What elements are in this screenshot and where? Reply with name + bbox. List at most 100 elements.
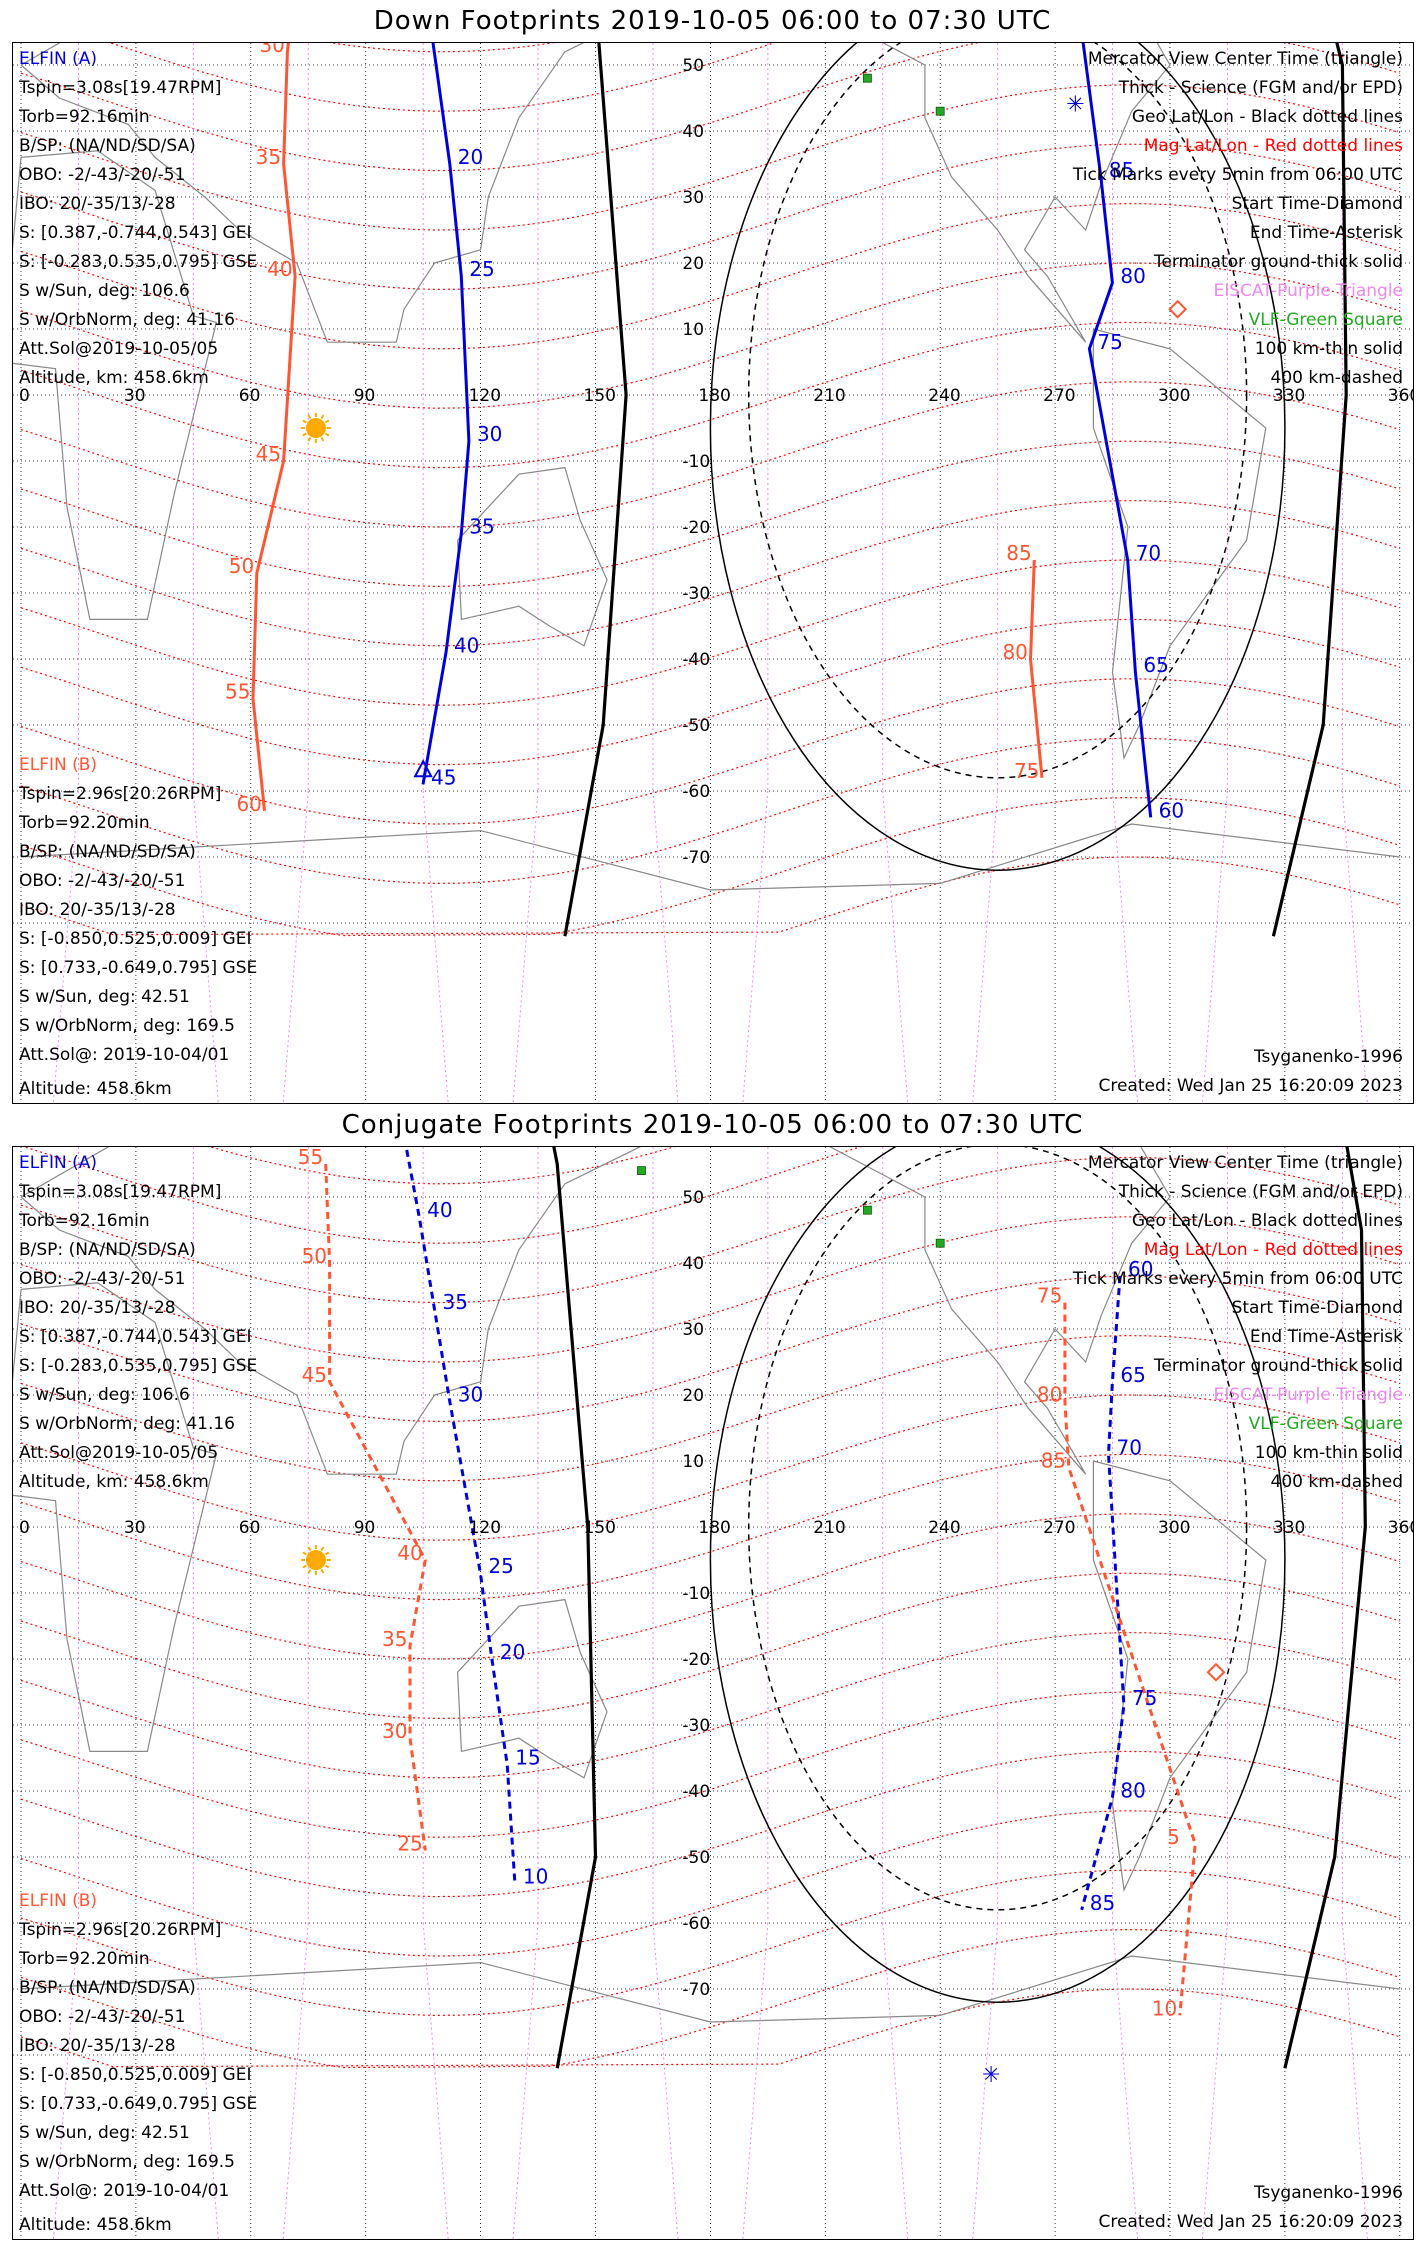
legend-line: Mercator View Center Time (triangle)	[1087, 49, 1403, 69]
lat-tick-label: -30	[682, 1716, 710, 1736]
start-diamond-icon	[1206, 1662, 1226, 1682]
sat-a-line: Tspin=3.08s[19.47RPM]	[19, 1182, 222, 1202]
sat-b-info: ELFIN (B) Tspin=2.96s[20.26RPM] Torb=92.…	[19, 751, 257, 1070]
sat-b-line: Att.Sol@: 2019-10-04/01	[19, 1045, 230, 1065]
coastlines	[13, 43, 1400, 891]
mag-latitude-line	[20, 262, 1400, 409]
legend-line: Terminator ground-thick solid	[1153, 1356, 1403, 1376]
elb-tick-label: 5	[1167, 1825, 1180, 1849]
lon-tick-label: 120	[469, 1518, 501, 1538]
coastline	[13, 1282, 218, 1752]
legend-line: 400 km-dashed	[1270, 368, 1403, 388]
mag-latitude-line	[20, 1513, 1400, 1660]
terminator-line	[552, 1147, 598, 2069]
lon-tick-label: 0	[19, 1518, 30, 1538]
lon-tick-label: 300	[1158, 386, 1190, 406]
sun-ray	[324, 1551, 330, 1556]
legend-line: Mercator View Center Time (triangle)	[1087, 1153, 1403, 1173]
lon-tick-label: 30	[124, 1518, 146, 1538]
sat-a-line: Tspin=3.08s[19.47RPM]	[19, 78, 222, 98]
mag-latitude-line	[20, 1334, 1400, 1482]
lon-tick-label: 180	[698, 1518, 730, 1538]
mag-latitude-line	[20, 618, 1400, 766]
legend-line: EISCAT-Purple Triangle	[1213, 1385, 1403, 1405]
sat-a-line: S: [0.387,-0.744,0.543] GEI	[19, 223, 252, 243]
sat-b-line: B/SP: (NA/ND/SD/SA)	[19, 1978, 196, 1998]
ela-track	[421, 43, 471, 785]
coastline	[20, 43, 585, 343]
horizon-400km	[748, 1147, 1248, 1911]
ela-tick-label: 65	[1143, 653, 1168, 677]
mag-latitude-line	[20, 678, 1400, 825]
mag-meridian-line	[282, 790, 309, 1103]
mag-latitude-line	[20, 381, 1400, 528]
mag-meridian-line	[882, 1922, 909, 2239]
mag-latitude-line	[20, 440, 1400, 588]
elb-tick-label: 25	[397, 1831, 422, 1855]
mag-latitude-line	[20, 1275, 1400, 1423]
lat-tick-label: 20	[682, 1386, 704, 1406]
coastline	[20, 823, 1400, 891]
sat-b-line: OBO: -2/-43/-20/-51	[19, 871, 186, 891]
horizon-100km	[709, 1147, 1286, 2003]
lon-tick-label: 0	[19, 386, 30, 406]
horizon-100km	[709, 43, 1286, 871]
mag-latitude-line	[20, 559, 1400, 706]
sun-ray	[307, 437, 312, 442]
sat-b-line: Torb=92.20min	[19, 813, 150, 833]
legend-line: End Time-Asterisk	[1249, 1327, 1403, 1347]
lat-tick-label: -70	[682, 1980, 710, 2000]
end-asterisk-icon: ✳	[982, 2063, 1000, 2088]
mag-meridian-line	[512, 790, 539, 1103]
ela-tick-label: 80	[1120, 1779, 1145, 1803]
sun-ray	[307, 1546, 312, 1551]
sun-ray	[324, 1564, 330, 1569]
lon-tick-label: 240	[928, 386, 960, 406]
sat-b-line: S: [0.733,-0.649,0.795] GSE	[19, 958, 258, 978]
sun-ray	[320, 437, 325, 442]
sat-a-line: S: [-0.283,0.535,0.795] GSE	[19, 1356, 258, 1376]
sat-a-line: OBO: -2/-43/-20/-51	[19, 1269, 186, 1289]
sun-ray	[324, 419, 330, 424]
mag-latitude-line	[20, 856, 1400, 936]
sat-a-line: S: [0.387,-0.744,0.543] GEI	[19, 1327, 252, 1347]
coastline	[457, 1598, 608, 1779]
lat-tick-label: 50	[682, 56, 704, 76]
legend-line: Tick Marks every 5min from 06:00 UTC	[1072, 165, 1403, 185]
elb-tick-label: 40	[397, 1541, 422, 1565]
legend-line: 100 km-thin solid	[1254, 339, 1403, 359]
mag-meridian-line	[52, 790, 79, 1103]
legend: Mercator View Center Time (triangle) Thi…	[1073, 1149, 1403, 1497]
ela-track	[1080, 1276, 1126, 1911]
sat-a-line: Altitude, km: 458.6km	[19, 1472, 209, 1492]
mag-latitude-line	[20, 1869, 1400, 2017]
mag-latitude-line	[20, 499, 1400, 647]
sat-b-line: OBO: -2/-43/-20/-51	[19, 2007, 186, 2027]
mag-meridian-line	[1341, 790, 1368, 1103]
sat-b-line: Torb=92.20min	[19, 1949, 150, 1969]
mag-meridian-line	[742, 1922, 769, 2239]
mag-latitude-line	[108, 43, 776, 112]
legend-line: Start Time-Diamond	[1231, 1298, 1403, 1318]
legend-line: 100 km-thin solid	[1254, 1443, 1403, 1463]
lat-tick-label: -60	[682, 1914, 710, 1934]
mag-meridian-line	[512, 1922, 539, 2239]
lat-tick-label: 50	[682, 1188, 704, 1208]
ela-tick-label: 75	[1132, 1686, 1157, 1710]
sat-b-info: ELFIN (B) Tspin=2.96s[20.26RPM] Torb=92.…	[19, 1887, 257, 2206]
lat-tick-label: -10	[682, 1584, 710, 1604]
mag-meridian-line	[282, 1922, 309, 2239]
sat-b-line: B/SP: (NA/ND/SD/SA)	[19, 842, 196, 862]
sat-b-line: S w/OrbNorm, deg: 169.5	[19, 1016, 236, 1036]
legend-line: Tick Marks every 5min from 06:00 UTC	[1072, 1269, 1403, 1289]
mag-latitude-line	[20, 1928, 1400, 2069]
elb-tick-label: 35	[382, 1627, 407, 1651]
ela-tick-label: 45	[431, 765, 456, 789]
mag-meridians	[52, 43, 1368, 1103]
lon-tick-label: 360	[1388, 1518, 1413, 1538]
sun-ray	[324, 432, 330, 437]
elb-track	[1028, 559, 1044, 778]
legend-line: Start Time-Diamond	[1231, 194, 1403, 214]
elb-tick-label: 10	[1152, 1996, 1177, 2020]
lat-tick-label: -50	[682, 716, 710, 736]
